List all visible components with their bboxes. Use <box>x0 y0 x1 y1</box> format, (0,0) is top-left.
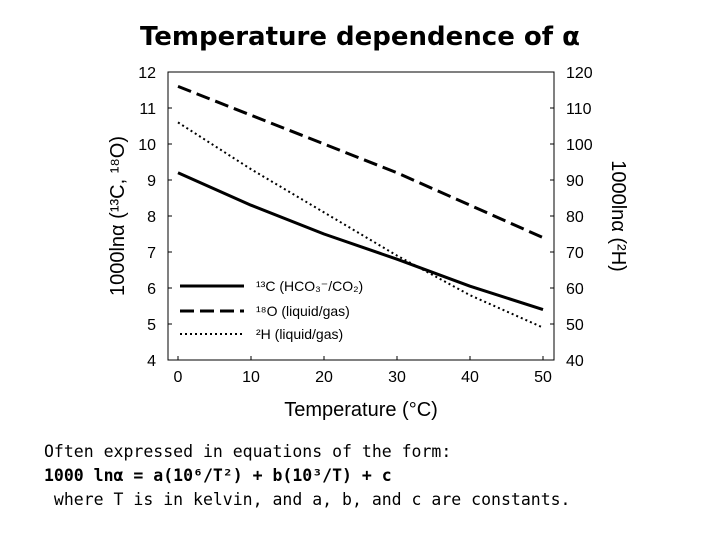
note-line-3: where T is in kelvin, and a, b, and c ar… <box>44 490 571 509</box>
y-right-tick-label: 70 <box>566 245 584 262</box>
x-tick-label: 50 <box>534 369 552 386</box>
x-tick-label: 20 <box>315 369 333 386</box>
y-left-tick-label: 6 <box>147 281 156 298</box>
series-line-1 <box>177 171 544 312</box>
y-axis-title-left: 1000lnα (¹³C, ¹⁸O) <box>107 136 129 296</box>
note-line-1: Often expressed in equations of the form… <box>44 442 452 461</box>
x-axis-title: Temperature (°C) <box>284 399 438 421</box>
y-left-tick-label: 7 <box>147 245 156 262</box>
ticks: 0 10 20 30 40 50 4 5 6 7 8 9 10 11 12 40 50 60 70 80 90 100 11… <box>138 65 593 386</box>
y-left-tick-label: 8 <box>147 209 156 226</box>
y-right-tick-label: 90 <box>566 173 584 190</box>
series-line-2 <box>177 85 544 239</box>
series-lines <box>177 85 544 329</box>
y-left-tick-label: 5 <box>147 317 156 334</box>
y-right-tick-label: 50 <box>566 317 584 334</box>
y-left-tick-label: 9 <box>147 173 156 190</box>
y-left-tick-label: 12 <box>138 65 156 82</box>
legend-label-2: ¹⁸O (liquid/gas) <box>256 303 350 319</box>
x-tick-label: 30 <box>388 369 406 386</box>
y-left-tick-label: 4 <box>147 353 156 370</box>
x-tick-label: 40 <box>461 369 479 386</box>
x-tick-label: 0 <box>174 369 183 386</box>
y-left-tick-label: 10 <box>138 137 156 154</box>
y-right-tick-label: 120 <box>566 65 593 82</box>
x-tick-label: 10 <box>242 369 260 386</box>
series-line-3 <box>177 121 544 329</box>
legend-label-3: ²H (liquid/gas) <box>256 326 343 342</box>
y-right-tick-label: 40 <box>566 353 584 370</box>
note-line-2: 1000 lnα = a(10⁶/T²) + b(10³/T) + c <box>44 466 392 485</box>
legend: ¹³C (HCO₃⁻/CO₂) ¹⁸O (liquid/gas) ²H (liqui… <box>180 278 363 342</box>
y-right-tick-label: 80 <box>566 209 584 226</box>
y-axis-title-right: 1000lnα (²H) <box>607 160 629 272</box>
y-left-tick-label: 11 <box>139 101 156 118</box>
y-right-tick-label: 60 <box>566 281 584 298</box>
y-right-tick-label: 100 <box>566 137 593 154</box>
legend-label-1: ¹³C (HCO₃⁻/CO₂) <box>256 278 363 294</box>
chart: 0 10 20 30 40 50 4 5 6 7 8 9 10 11 12 40 50 60 70 80 90 100 11… <box>107 65 629 421</box>
y-right-tick-label: 110 <box>566 101 592 118</box>
slide-title: Temperature dependence of α <box>139 22 580 52</box>
